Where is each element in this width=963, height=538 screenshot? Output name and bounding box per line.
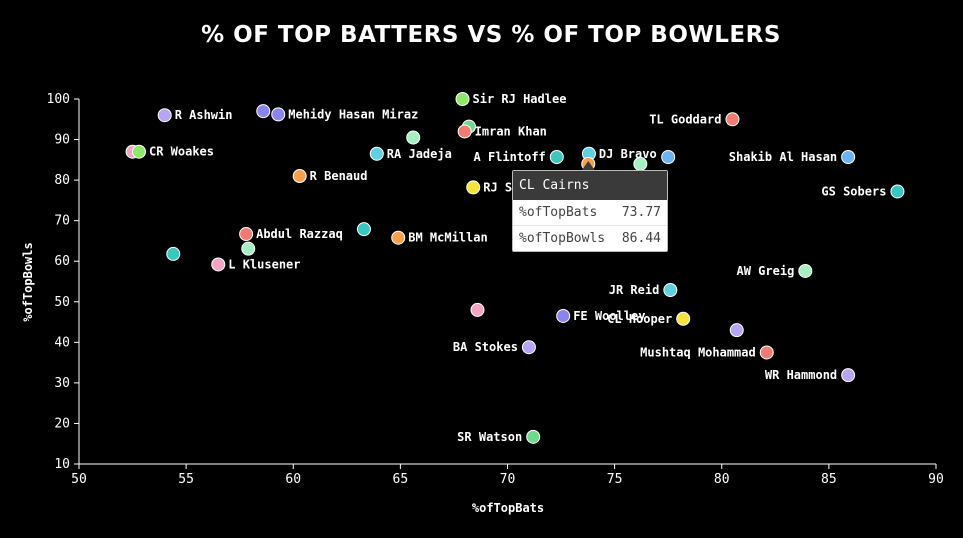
point-label: CL Hooper [607,312,672,326]
point-label: RA Jadeja [387,147,452,161]
y-tick-label: 70 [54,214,70,229]
point-label: Sir RJ Hadlee [473,92,567,106]
scatter-point[interactable] [455,92,470,106]
scatter-point[interactable] [356,222,371,237]
scatter-point[interactable] [676,311,691,326]
scatter-point[interactable] [521,340,536,355]
scatter-point[interactable] [526,429,541,444]
point-label: Imran Khan [475,124,547,138]
scatter-point[interactable] [470,302,485,317]
y-tick-label: 40 [54,335,70,350]
tooltip-row-value: 73.77 [621,205,661,220]
scatter-point[interactable] [729,323,744,338]
scatter-point[interactable] [292,169,307,184]
scatter-point[interactable] [661,149,676,164]
point-label: Mushtaq Mohammad [640,345,756,359]
y-tick-label: 90 [54,133,70,148]
point-label: CR Woakes [149,145,214,159]
y-tick-label: 60 [54,254,70,269]
scatter-point[interactable] [890,184,905,199]
point-label: BA Stokes [453,340,518,354]
x-tick-label: 65 [393,472,409,487]
scatter-point[interactable] [549,149,564,164]
chart-title: % OF TOP BATTERS VS % OF TOP BOWLERS [201,22,781,48]
point-label: Abdul Razzaq [256,227,343,241]
y-axis-label: %ofTopBowls [21,242,35,321]
tooltip-caret [581,161,596,171]
y-tick-label: 50 [54,295,70,310]
point-label: JR Reid [609,283,660,297]
scatter-point[interactable] [556,308,571,323]
scatter-point[interactable] [239,227,254,242]
scatter-point[interactable] [166,246,181,261]
y-tick-label: 20 [54,416,70,431]
scatter-point[interactable] [725,112,740,127]
y-axis: 10 20 30 40 50 60 70 80 90 100 [47,92,80,472]
scatter-point[interactable] [466,180,481,195]
x-tick-label: 60 [285,472,301,487]
x-tick-label: 80 [714,472,730,487]
x-tick-label: 85 [821,472,837,487]
point-label: L Klusener [228,257,300,271]
point-label: A Flintoff [474,150,546,164]
tooltip: CL Cairns %ofTopBats 73.77 %ofTopBowls 8… [512,170,668,252]
point-label: SR Watson [457,430,522,444]
tooltip-row-value: 86.44 [621,231,661,246]
scatter-point[interactable] [406,130,421,145]
tooltip-row: %ofTopBats 73.77 [513,200,667,225]
scatter-point[interactable] [663,283,678,298]
x-tick-label: 55 [178,472,194,487]
point-label: DJ Bravo [599,147,657,161]
tooltip-row-name: %ofTopBowls [519,231,606,246]
scatter-point[interactable] [759,345,774,360]
scatter-point[interactable] [241,241,256,256]
scatter-point[interactable] [369,146,384,161]
y-tick-label: 30 [54,376,70,391]
point-label: BM McMillan [408,231,487,245]
y-tick-label: 80 [54,173,70,188]
x-tick-label: 50 [71,472,87,487]
x-axis: 50 55 60 65 70 75 80 85 90 [71,463,944,487]
point-label: AW Greig [737,264,795,278]
x-tick-label: 90 [928,472,944,487]
point-label: Mehidy Hasan Miraz [288,107,418,121]
scatter-point[interactable] [633,156,648,171]
x-tick-label: 70 [500,472,516,487]
point-label: WR Hammond [765,368,837,382]
point-label: TL Goddard [649,112,721,126]
tooltip-title: CL Cairns [513,171,667,200]
scatter-point[interactable] [256,104,271,119]
scatter-point[interactable] [798,263,813,278]
point-label: FE Woolley [573,309,645,323]
data-points: R Ashwin Mehidy Hasan Miraz Sir RJ Hadlee I… [125,92,905,444]
point-label: R Benaud [310,169,368,183]
tooltip-row: %ofTopBowls 86.44 [513,225,667,251]
scatter-point[interactable] [391,230,406,245]
tooltip-row-name: %ofTopBats [519,205,598,220]
point-label: R Ashwin [175,108,233,122]
x-axis-label: %ofTopBats [472,501,544,515]
point-label: GS Sobers [821,184,886,198]
y-tick-label: 10 [54,457,70,472]
point-label: Shakib Al Hasan [729,150,837,164]
point-label: RJ S [483,180,512,194]
y-tick-label: 100 [47,92,70,107]
scatter-point[interactable] [211,257,226,272]
scatter-point[interactable] [457,124,472,139]
scatter-point[interactable] [841,368,856,383]
scatter-point[interactable] [841,149,856,164]
x-tick-label: 75 [607,472,623,487]
scatter-point[interactable] [271,107,286,122]
scatter-point[interactable] [157,108,172,123]
scatter-point[interactable] [131,144,146,159]
